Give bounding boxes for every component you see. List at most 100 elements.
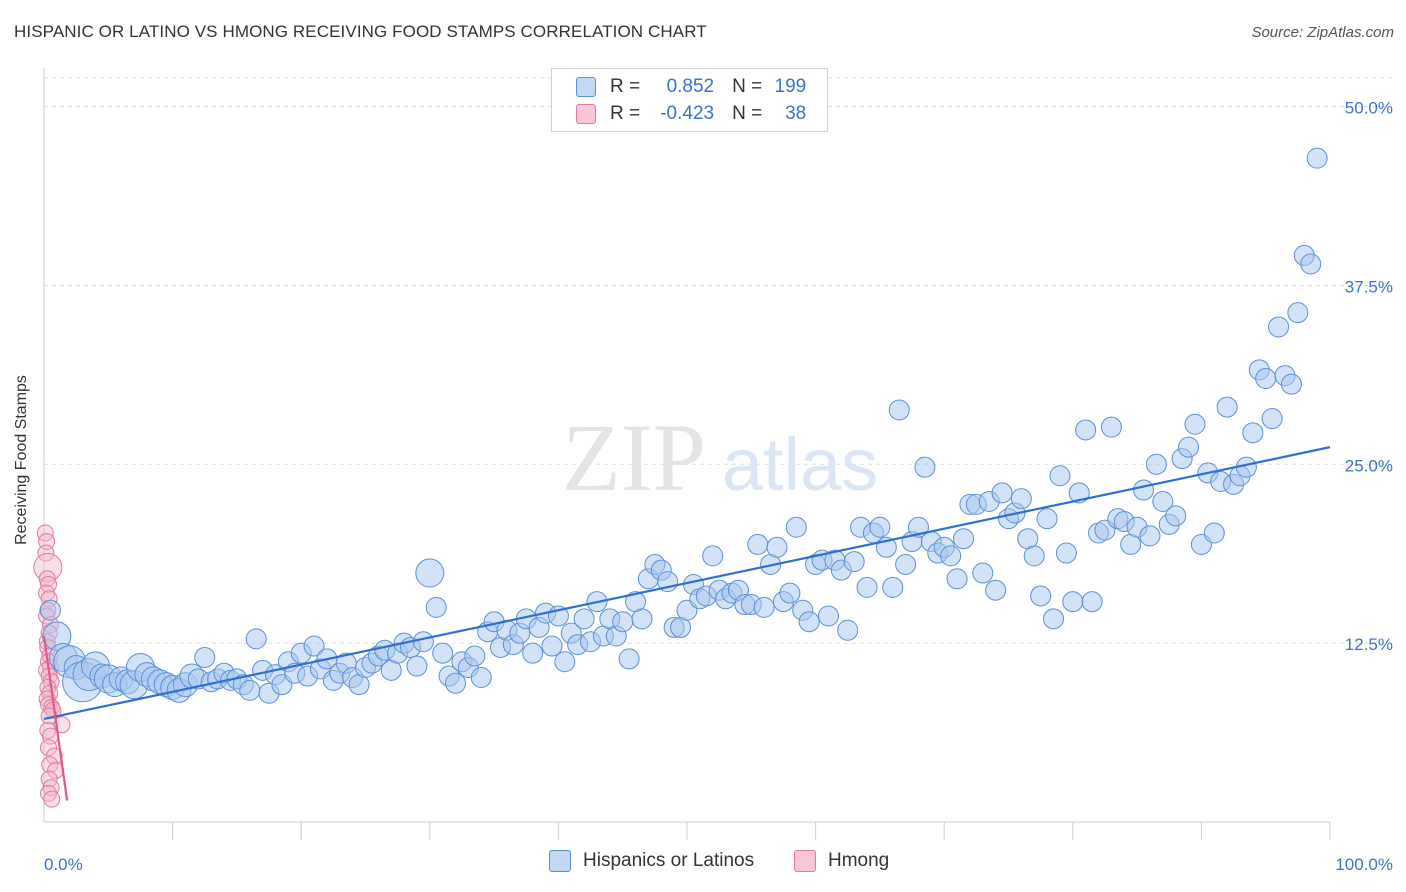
stats-legend: R = 0.852 N = 199 R = -0.423 N = 38 bbox=[551, 68, 828, 132]
legend-n-label: N = bbox=[732, 76, 763, 97]
hispanic-point bbox=[972, 562, 994, 584]
hmong-point bbox=[40, 784, 58, 802]
hispanic-point bbox=[869, 516, 891, 538]
hispanic-points bbox=[39, 147, 1328, 704]
hmong-point bbox=[40, 575, 58, 593]
bottom-legend-label-hmong: Hmong bbox=[828, 850, 890, 871]
watermark-zip: ZIP bbox=[562, 404, 706, 511]
hispanic-point bbox=[798, 611, 820, 633]
hispanic-point bbox=[895, 553, 917, 575]
hispanic-point bbox=[1139, 525, 1161, 547]
hispanic-point bbox=[753, 596, 775, 618]
hispanic-point bbox=[432, 642, 454, 664]
hmong-point bbox=[38, 570, 56, 588]
hispanic-point bbox=[618, 648, 640, 670]
bottom-legend-swatch-pink bbox=[794, 850, 816, 872]
hispanic-point bbox=[303, 635, 325, 657]
hispanic-point bbox=[1268, 316, 1290, 338]
hispanic-point bbox=[882, 576, 904, 598]
hispanic-point bbox=[1062, 591, 1084, 613]
hispanic-point bbox=[779, 582, 801, 604]
hispanic-point bbox=[888, 399, 910, 421]
hispanic-point bbox=[837, 619, 859, 641]
hispanic-point bbox=[766, 536, 788, 558]
x-tick-label: 0.0% bbox=[44, 855, 83, 874]
watermark-atlas: atlas bbox=[722, 423, 878, 506]
hispanic-point bbox=[747, 533, 769, 555]
hispanic-point bbox=[245, 628, 267, 650]
hispanic-point bbox=[1261, 408, 1283, 430]
hispanic-point bbox=[1178, 436, 1200, 458]
hispanic-point bbox=[1255, 367, 1277, 389]
y-tick-label: 25.0% bbox=[1345, 456, 1393, 475]
legend-row-hispanic: R = 0.852 N = 199 bbox=[576, 74, 806, 100]
legend-swatch-pink bbox=[576, 104, 596, 124]
hispanic-point bbox=[1152, 491, 1174, 513]
hispanic-trend-line bbox=[43, 446, 1331, 721]
hispanic-point bbox=[573, 608, 595, 630]
hispanic-point bbox=[702, 545, 724, 567]
y-tick-label: 12.5% bbox=[1345, 635, 1393, 654]
hispanic-point bbox=[412, 631, 434, 653]
hmong-point bbox=[40, 770, 58, 788]
hispanic-point bbox=[985, 579, 1007, 601]
hispanic-point bbox=[464, 645, 486, 667]
hispanic-point bbox=[445, 672, 467, 694]
hispanic-point bbox=[554, 651, 576, 673]
chart-title: HISPANIC OR LATINO VS HMONG RECEIVING FO… bbox=[14, 22, 707, 41]
legend-swatch-blue bbox=[576, 77, 596, 97]
hispanic-point bbox=[612, 611, 634, 633]
hispanic-point bbox=[946, 568, 968, 590]
legend-r-value: -0.423 bbox=[660, 103, 715, 124]
hispanic-point bbox=[1133, 479, 1155, 501]
hispanic-point bbox=[1043, 608, 1065, 630]
hispanic-point bbox=[425, 596, 447, 618]
hmong-trend-line bbox=[42, 635, 69, 801]
legend-r-label: R = bbox=[610, 103, 641, 124]
legend-r-value: 0.852 bbox=[666, 76, 715, 97]
legend-n-value: 199 bbox=[774, 76, 807, 97]
trend-lines bbox=[42, 446, 1331, 801]
hispanic-point bbox=[1055, 542, 1077, 564]
axes bbox=[43, 68, 1331, 840]
y-tick-label: 50.0% bbox=[1345, 99, 1393, 118]
hispanic-point bbox=[541, 635, 563, 657]
hispanic-point bbox=[1203, 522, 1225, 544]
hispanic-point bbox=[991, 482, 1013, 504]
hispanic-point bbox=[1300, 253, 1322, 275]
hmong-point bbox=[45, 747, 63, 765]
hmong-point bbox=[43, 790, 61, 808]
hmong-point bbox=[40, 739, 58, 757]
legend-row-hmong: R = -0.423 N = 38 bbox=[576, 101, 806, 127]
hispanic-point bbox=[1280, 373, 1302, 395]
hispanic-point bbox=[1165, 505, 1187, 527]
hispanic-point bbox=[1081, 591, 1103, 613]
hispanic-point bbox=[194, 646, 216, 668]
hispanic-point bbox=[1068, 482, 1090, 504]
hispanic-point bbox=[406, 655, 428, 677]
hispanic-point bbox=[1010, 488, 1032, 510]
legend-n-value: 38 bbox=[785, 103, 807, 124]
hispanic-point bbox=[843, 551, 865, 573]
bottom-legend-hispanic: Hispanics or Latinos bbox=[549, 850, 754, 872]
hispanic-point bbox=[1100, 416, 1122, 438]
hispanic-point bbox=[817, 605, 839, 627]
hispanic-point bbox=[1216, 396, 1238, 418]
hispanic-point bbox=[1036, 508, 1058, 530]
bottom-legend-hmong: Hmong bbox=[794, 850, 889, 872]
hmong-points bbox=[33, 524, 71, 808]
hispanic-point bbox=[631, 608, 653, 630]
bottom-legend-label-hispanic: Hispanics or Latinos bbox=[583, 850, 755, 871]
hispanic-point bbox=[1049, 465, 1071, 487]
legend-r-label: R = bbox=[610, 76, 641, 97]
hispanic-point bbox=[1145, 453, 1167, 475]
hispanic-point bbox=[522, 642, 544, 664]
hispanic-point bbox=[39, 599, 61, 621]
hispanic-point bbox=[914, 456, 936, 478]
hispanic-point bbox=[239, 679, 261, 701]
hispanic-point bbox=[1306, 147, 1328, 169]
legend-n-label: N = bbox=[732, 103, 763, 124]
hispanic-point bbox=[1184, 413, 1206, 435]
hmong-point bbox=[36, 524, 54, 542]
